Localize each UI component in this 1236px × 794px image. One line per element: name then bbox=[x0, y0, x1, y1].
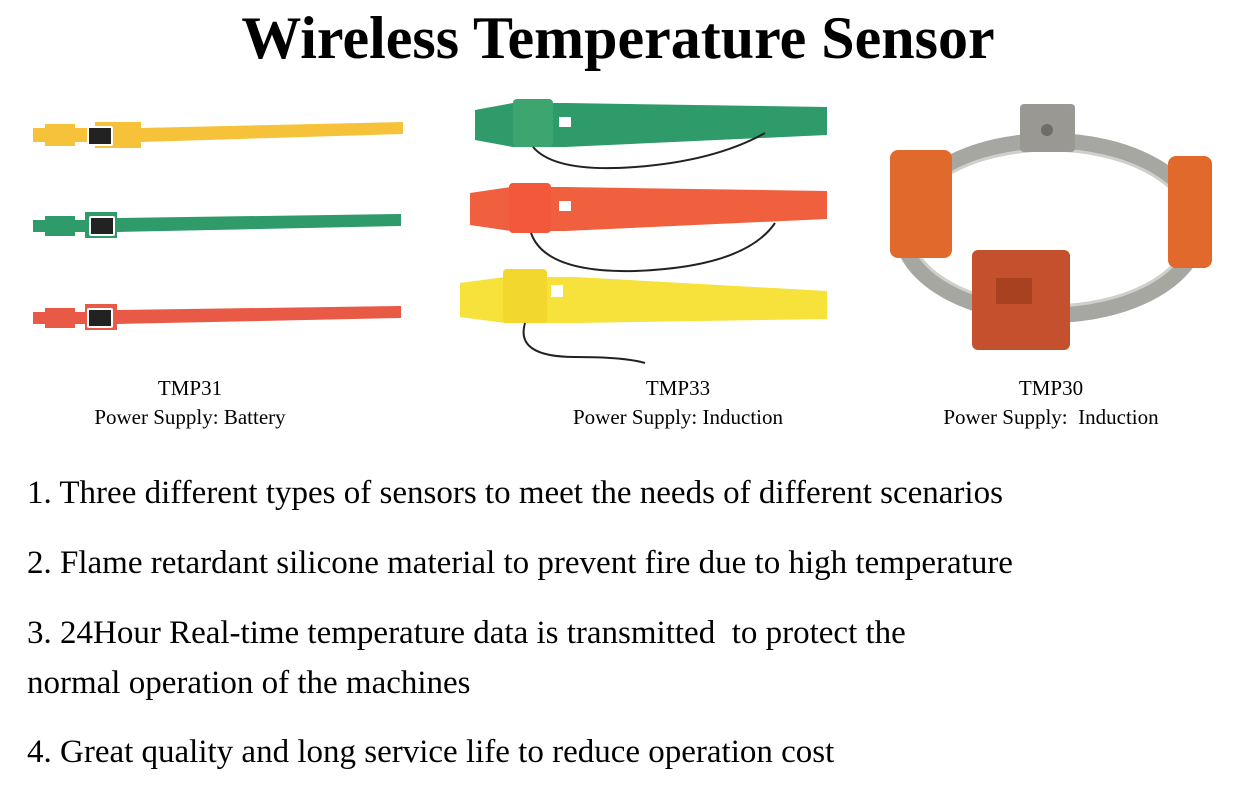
tmp31-yellow-strap bbox=[33, 122, 403, 148]
feature-point-1: 1. Three different types of sensors to m… bbox=[27, 475, 1003, 511]
tmp33-green-strap bbox=[475, 99, 827, 170]
product-power: Power Supply: Induction bbox=[943, 405, 1159, 429]
tmp31-photo bbox=[33, 122, 403, 330]
tmp33-red-strap bbox=[470, 183, 827, 273]
product-model: TMP31 bbox=[157, 376, 223, 400]
tmp30-left-pad bbox=[890, 150, 952, 258]
product-model: TMP30 bbox=[1018, 376, 1084, 400]
product-caption-tmp30: TMP30 Power Supply: Induction bbox=[891, 374, 1211, 432]
tmp33-photo bbox=[460, 99, 827, 364]
page-title: Wireless Temperature Sensor bbox=[241, 5, 995, 71]
product-caption-tmp33: TMP33 Power Supply: Induction bbox=[518, 374, 838, 432]
tmp30-right-pad bbox=[1168, 156, 1212, 268]
feature-point-4: 4. Great quality and long service life t… bbox=[27, 734, 835, 770]
product-power: Power Supply: Induction bbox=[573, 405, 783, 429]
product-power: Power Supply: Battery bbox=[94, 405, 286, 429]
product-model: TMP33 bbox=[645, 376, 711, 400]
feature-point-3-continued: normal operation of the machines bbox=[27, 665, 471, 701]
feature-point-3: 3. 24Hour Real-time temperature data is … bbox=[27, 615, 906, 651]
tmp31-green-strap bbox=[33, 212, 401, 238]
product-caption-tmp31: TMP31 Power Supply: Battery bbox=[30, 374, 350, 432]
tmp33-yellow-strap bbox=[460, 269, 827, 364]
feature-point-2: 2. Flame retardant silicone material to … bbox=[27, 545, 1013, 581]
tmp31-red-strap bbox=[33, 304, 401, 330]
tmp30-photo bbox=[890, 104, 1212, 350]
